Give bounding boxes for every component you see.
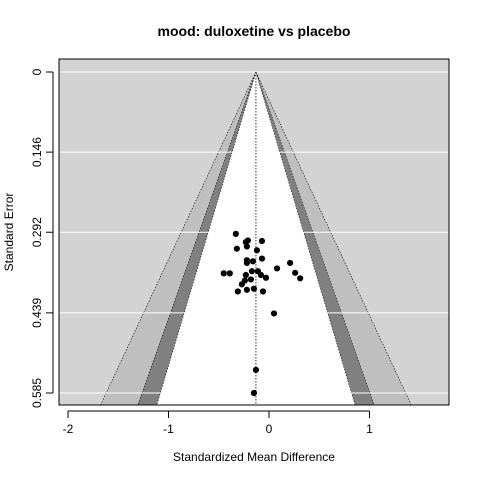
study-point [247, 276, 255, 283]
study-point [270, 310, 278, 317]
study-point [259, 288, 267, 295]
x-tick-label: -1 [163, 422, 174, 436]
study-point [232, 230, 239, 237]
y-tick-label: 0.585 [30, 378, 44, 408]
study-point [262, 274, 270, 281]
study-point [292, 269, 299, 276]
study-point [220, 270, 227, 277]
study-point [243, 243, 250, 250]
study-point [248, 268, 256, 275]
study-point [226, 270, 233, 277]
plot-frame [58, 58, 450, 406]
y-tick-label: 0.439 [30, 298, 44, 328]
study-point [238, 281, 245, 288]
study-point [257, 271, 265, 279]
y-axis: 0 0.146 0.292 0.439 0.585 [30, 68, 54, 408]
study-point [234, 288, 241, 295]
study-point [258, 255, 266, 262]
x-tick-label: 1 [366, 422, 373, 436]
study-point [253, 247, 261, 254]
y-tick-label: 0.146 [30, 137, 44, 167]
study-point [258, 237, 266, 245]
y-tick-label: 0.292 [30, 217, 44, 247]
study-point [252, 366, 260, 374]
x-tick-label: 0 [266, 422, 273, 436]
study-point [250, 389, 258, 397]
study-point [297, 275, 304, 282]
study-point [243, 259, 250, 267]
x-tick-label: -2 [63, 422, 74, 436]
study-point [242, 271, 249, 279]
study-point [250, 285, 258, 292]
study-point [249, 258, 257, 265]
study-point [233, 245, 240, 252]
study-point [287, 259, 294, 267]
study-points [220, 230, 304, 397]
x-axis: -2 -1 0 1 [63, 410, 373, 436]
study-point [244, 237, 251, 244]
y-tick-label: 0 [30, 68, 44, 75]
chart-title: mood: duloxetine vs placebo [158, 23, 351, 39]
study-point [273, 265, 281, 272]
y-axis-title: Standard Error [2, 193, 16, 272]
x-axis-title: Standardized Mean Difference [173, 450, 335, 464]
study-point [243, 286, 250, 293]
